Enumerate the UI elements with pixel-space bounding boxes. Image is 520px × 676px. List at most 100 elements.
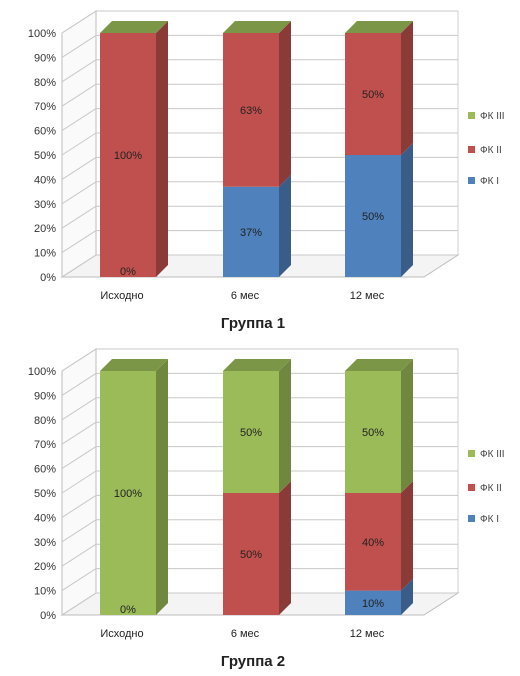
legend-label: ФК I <box>480 514 499 525</box>
bar-top <box>223 21 291 33</box>
bar-segment <box>223 493 279 615</box>
gridline-diag <box>61 372 97 396</box>
y-tick-label: 80% <box>34 415 56 427</box>
bar-segment <box>223 371 279 493</box>
y-tick-label: 70% <box>34 439 56 451</box>
gridline-diag <box>61 470 97 494</box>
gridline-diag <box>61 421 97 445</box>
legend-swatch <box>468 177 475 184</box>
y-tick-label: 30% <box>34 199 56 211</box>
x-tick-label: 6 мес <box>231 628 260 640</box>
gridline-diag <box>61 181 97 205</box>
y-tick-label: 100% <box>28 366 56 378</box>
data-label: 50% <box>362 89 384 101</box>
gridline-diag <box>61 205 97 229</box>
gridline-diag <box>61 230 97 254</box>
bar-top <box>223 359 291 371</box>
y-tick-label: 20% <box>34 561 56 573</box>
gridline-diag <box>61 543 97 567</box>
gridline-diag <box>61 254 97 278</box>
bar-segment-side <box>401 21 413 155</box>
y-tick-label: 0% <box>40 610 56 622</box>
stacked-bar-chart-1: 0% 10% 20% 30% 40% 50% 60% 70% 80% 90% 100% Исходно… <box>28 10 505 332</box>
bar-segment-side <box>279 21 291 187</box>
y-tick-label: 60% <box>34 464 56 476</box>
y-tick-label: 50% <box>34 150 56 162</box>
gridline-diag <box>61 59 97 83</box>
gridline-diag <box>61 494 97 518</box>
gridline-diag <box>61 519 97 543</box>
legend-swatch <box>468 450 475 457</box>
stacked-bar-chart-2: 0% 10% 20% 30% 40% 50% 60% 70% 80% 90% 100% Исходно… <box>28 348 505 670</box>
legend-label: ФК I <box>480 176 499 187</box>
data-label: 63% <box>240 105 262 117</box>
y-tick-label: 30% <box>34 537 56 549</box>
bar-segment-side <box>279 359 291 493</box>
legend-label: ФК II <box>480 145 502 156</box>
bar-top <box>100 21 168 33</box>
gridline-diag <box>61 348 97 372</box>
x-tick-label: Исходно <box>100 290 143 302</box>
bar-segment <box>100 371 156 615</box>
bar-segment-side <box>401 578 413 615</box>
data-label: 40% <box>362 537 384 549</box>
bar-segment <box>345 155 401 277</box>
bar-segment <box>223 186 279 277</box>
data-label: 50% <box>240 427 262 439</box>
y-tick-label: 20% <box>34 223 56 235</box>
gridline-diag <box>61 397 97 421</box>
chart-group-1: 0% 10% 20% 30% 40% 50% 60% 70% 80% 90% 100% Исходно… <box>28 10 505 332</box>
gridline-diag <box>61 108 97 132</box>
gridline-diag <box>61 10 97 34</box>
legend-label: ФК II <box>480 483 502 494</box>
bar-segment <box>345 493 401 591</box>
gridline-diag <box>61 446 97 470</box>
bar-segment <box>345 590 401 615</box>
bar-segment-side <box>401 143 413 277</box>
legend-swatch <box>468 146 475 153</box>
y-tick-label: 10% <box>34 248 56 260</box>
bar-segment <box>345 371 401 493</box>
data-label: 50% <box>362 211 384 223</box>
bar-segment-side <box>401 481 413 591</box>
bar-segment <box>345 33 401 155</box>
y-tick-label: 100% <box>28 28 56 40</box>
x-tick-label: 6 мес <box>231 290 260 302</box>
gridline-diag <box>61 156 97 180</box>
y-tick-label: 80% <box>34 77 56 89</box>
data-label: 37% <box>240 227 262 239</box>
bar-top <box>100 359 168 371</box>
x-tick-label: 12 мес <box>350 628 385 640</box>
legend-swatch <box>468 112 475 119</box>
y-tick-label: 50% <box>34 488 56 500</box>
x-tick-label: Исходно <box>100 628 143 640</box>
bar-segment-side <box>156 359 168 615</box>
y-tick-label: 60% <box>34 126 56 138</box>
gridline-diag <box>61 568 97 592</box>
legend-label: ФК III <box>480 449 505 460</box>
data-label: 100% <box>114 488 142 500</box>
gridline-diag <box>61 592 97 616</box>
y-tick-label: 10% <box>34 586 56 598</box>
data-label: 100% <box>114 150 142 162</box>
chart-title: Группа 1 <box>221 315 285 332</box>
legend-swatch <box>468 484 475 491</box>
bar-segment-side <box>279 481 291 615</box>
bar-segment-side <box>156 21 168 277</box>
bar-top <box>345 359 413 371</box>
bar-segment <box>100 33 156 277</box>
chart-group-2: 0% 10% 20% 30% 40% 50% 60% 70% 80% 90% 100% Исходно… <box>0 338 520 676</box>
x-tick-label: 12 мес <box>350 290 385 302</box>
y-tick-label: 90% <box>34 390 56 402</box>
data-label: 50% <box>362 427 384 439</box>
gridline-diag <box>61 34 97 58</box>
gridline-diag <box>61 83 97 107</box>
y-tick-label: 90% <box>34 52 56 64</box>
bar-segment <box>223 33 279 187</box>
legend-label: ФК III <box>480 111 505 122</box>
chart-title: Группа 2 <box>221 653 285 670</box>
data-label: 10% <box>362 598 384 610</box>
bar-top <box>345 21 413 33</box>
bar-segment-side <box>279 174 291 277</box>
bar-segment-side <box>401 359 413 493</box>
